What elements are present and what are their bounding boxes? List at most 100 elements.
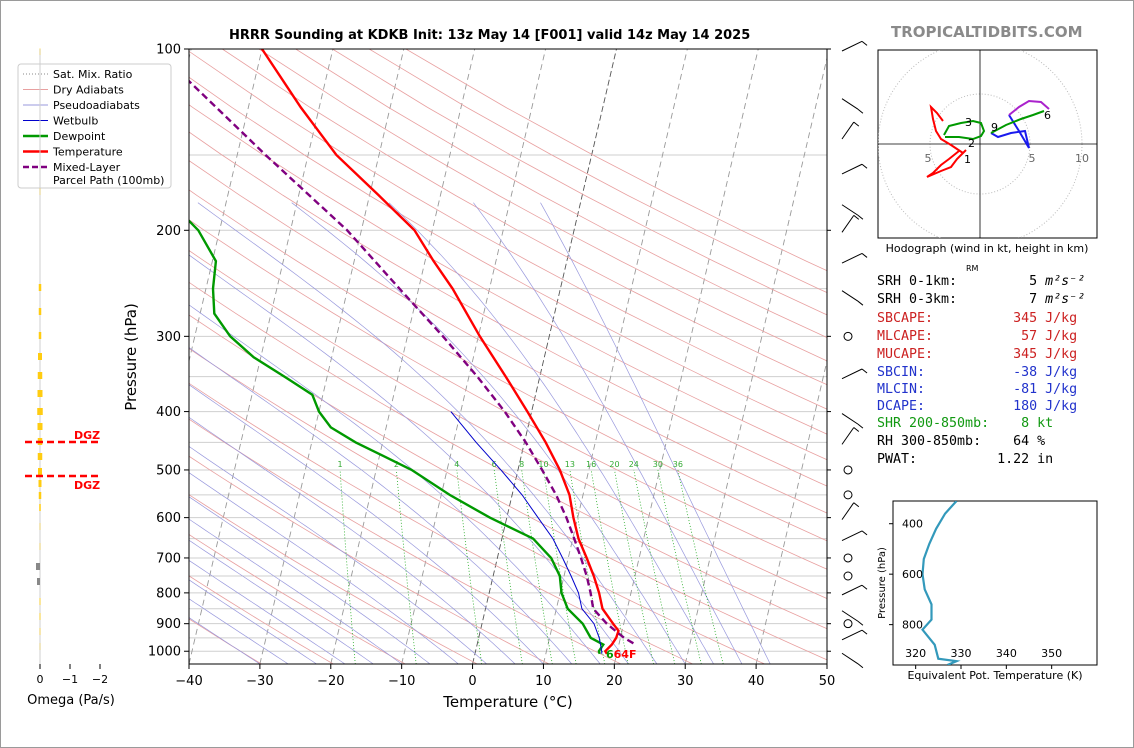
legend-label: Pseudoadiabats [53, 99, 140, 112]
theta-e-xlabel: Equivalent Pot. Temperature (K) [907, 669, 1082, 682]
omega-bar [38, 492, 42, 499]
wind-barb-staff [841, 204, 859, 216]
x-tick-label: −40 [175, 674, 202, 689]
hodo-tick-right-10: 10 [1075, 152, 1089, 165]
legend-label-line: Dry Adiabats [53, 84, 124, 97]
pseudoadiabat [189, 347, 573, 664]
omega-bar [38, 308, 42, 315]
mixing-ratio-line [569, 469, 606, 664]
skewt-axes-frame [188, 48, 828, 665]
mixing-ratio-line [677, 469, 724, 664]
theta-e-x-tick-label: 320 [905, 647, 926, 660]
calm-wind-circle [843, 571, 853, 581]
hodo-height-9: 9 [991, 121, 998, 134]
wind-barbs [841, 40, 868, 669]
mixing-ratio-line [456, 469, 483, 664]
y-tick-label: 300 [156, 330, 181, 345]
dry-adiabat [189, 418, 622, 664]
omega-bar [39, 504, 41, 511]
wind-barb-flag [861, 253, 868, 258]
calm-wind-circle [843, 619, 853, 629]
chart-title: HRRR Sounding at KDKB Init: 13z May 14 [… [229, 28, 751, 43]
hodo-tick-right-5: 5 [1029, 152, 1036, 165]
skewt-background-lines: 1 2 4 6 8 10 13 16 20 24 30 36 [189, 49, 827, 664]
y-tick-label: 800 [156, 586, 181, 601]
legend-label-line: Mixed-Layer [53, 161, 121, 174]
mixing-ratio-label: 36 [673, 460, 683, 469]
hodo-height-3: 3 [965, 116, 972, 129]
pseudoadiabat [189, 518, 402, 664]
pseudoadiabat [291, 202, 686, 664]
wind-barb-staff [841, 163, 863, 175]
x-tick-label: 0 [468, 674, 476, 689]
wind-barb-flag [857, 423, 864, 429]
wind-barb-staff [841, 98, 859, 110]
mixing-ratio-line [339, 469, 356, 664]
mixing-ratio-line [614, 469, 654, 664]
skewt-ylabel: Pressure (hPa) [122, 303, 140, 411]
legend-label: Dewpoint [53, 130, 106, 143]
omega-bar [37, 390, 43, 397]
isotherm-line [189, 49, 263, 364]
pseudoadiabat [189, 539, 374, 664]
dry-adiabat [189, 131, 827, 487]
wind-barb-flag [853, 121, 860, 127]
omega-panel: DGZ DGZ 0 −1 −2 Omega (Pa/s) [25, 48, 115, 708]
x-tick-label: 30 [677, 674, 694, 689]
stat-srh03-text: SRH 0-3km: 7 [877, 292, 1038, 307]
wind-barb-flag [861, 530, 868, 536]
isotherm-line [684, 56, 827, 664]
mixing-ratio-label: 16 [586, 460, 596, 469]
stat-srh01: SRH 0-1km: 5 m²s⁻² [877, 274, 1085, 290]
x-tick-label: 40 [748, 674, 765, 689]
stat-sbcape: SBCAPE: 345 J/kg [877, 311, 1078, 326]
omega-bar [38, 480, 42, 487]
x-tick-label: −30 [246, 674, 273, 689]
stat-rh: RH 300-850mb: 64 % [877, 434, 1046, 449]
dry-adiabat [189, 50, 827, 410]
mixing-ratio-label: 2 [394, 460, 399, 469]
wind-barb-staff [841, 629, 863, 641]
hodo-trace-upper [1008, 99, 1050, 116]
wetbulb-line [450, 411, 603, 654]
pseudoadiabat [189, 304, 601, 664]
calm-wind-circle [843, 465, 853, 475]
theta-e-series-group [921, 501, 961, 665]
dewpoint-line [189, 219, 606, 655]
wind-barb-flag [857, 620, 864, 626]
mixing-ratio-line [543, 469, 577, 664]
hodo-trace-0-1km [926, 149, 967, 178]
mixing-ratio-line [590, 469, 629, 664]
dry-adiabat [222, 49, 827, 386]
skewt-panel: 1 2 4 6 8 10 13 16 20 24 30 36 −40 −30 −20 −10 0 10 20 30 4… [122, 40, 868, 711]
hodo-trace-3-6km [990, 114, 1030, 149]
theta-e-x-tick-label: 340 [996, 647, 1017, 660]
dry-adiabat [189, 160, 827, 514]
theta-e-panel: 320 330 340 350 400 600 800 Equivalent Pot. Te… [877, 500, 1098, 682]
omega-bar [37, 372, 43, 379]
mixing-ratio-label: 1 [338, 460, 343, 469]
wind-barb-staff [841, 652, 859, 665]
omega-tick-label-2: −2 [92, 673, 108, 686]
x-tick-label: 50 [819, 674, 836, 689]
skewt-series-group [189, 49, 635, 655]
skewt-xlabel: Temperature (°C) [442, 693, 572, 711]
x-tick-label: −20 [317, 674, 344, 689]
mixing-ratio-label: 13 [565, 460, 575, 469]
legend-label-line: Pseudoadiabats [53, 99, 140, 112]
wind-barb-flag [857, 214, 864, 220]
wind-barb-flag [857, 663, 864, 669]
isotherm-line [613, 49, 759, 664]
wind-barb-flag [853, 502, 860, 508]
surface-temp-label: 664F [606, 648, 636, 661]
dry-adiabat [189, 348, 765, 664]
wind-barb-staff [841, 368, 863, 380]
theta-e-x-tick-label: 350 [1041, 647, 1062, 660]
stat-dcape: DCAPE: 180 J/kg [877, 399, 1078, 414]
hodo-height-2: 2 [968, 137, 975, 150]
hodo-trace-6-9km [990, 110, 1045, 134]
y-tick-label: 400 [156, 405, 181, 420]
y-tick-label: 900 [156, 617, 181, 632]
theta-e-y-tick-label: 400 [902, 518, 923, 531]
